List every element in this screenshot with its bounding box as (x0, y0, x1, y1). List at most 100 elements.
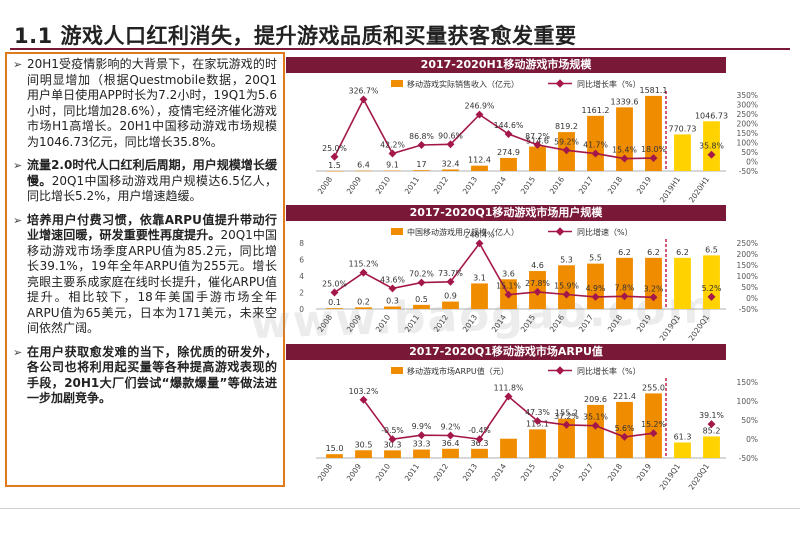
body-text: 20Q1中国移动游戏市场季度ARPU值为85.2元，同比增长39.1%，19年全… (27, 228, 277, 335)
growth-marker (446, 277, 455, 286)
chart-bar (471, 283, 488, 309)
right-axis-tick: 150% (737, 261, 758, 270)
chart-bar (587, 263, 604, 309)
chart-bar (616, 401, 633, 458)
chart-bar (355, 170, 372, 172)
chart-arpu: 移动游戏市场ARPU值（元） 同比增长率（%） -50% 0% 50% 100% 150% 1… (316, 366, 758, 492)
legend-label-bar: 中国移动游戏用户规模（亿人） (407, 227, 519, 237)
growth-label: 111.8% (494, 384, 524, 393)
chart-bar (587, 115, 604, 171)
right-axis-tick: 300% (737, 101, 758, 110)
x-tick-label: 2018 (606, 462, 624, 483)
growth-marker (475, 110, 484, 119)
growth-label: -0.5% (381, 426, 404, 435)
x-tick-label: 2013 (461, 462, 479, 483)
chart-market-size: 移动游戏实际销售收入（亿元） 同比增长率（%）-50%0%50%100%150%2… (316, 79, 758, 205)
growth-marker (417, 141, 426, 149)
bar-value-label: 0.3 (386, 297, 399, 306)
bar-value-label: 0.5 (415, 295, 428, 304)
bar-value-label: 209.6 (584, 395, 607, 404)
bar-value-label: 15.0 (326, 444, 344, 453)
bullet-arrow-icon: ➢ (13, 159, 23, 172)
growth-label: 35.8% (699, 142, 724, 151)
x-tick-label: 2010 (374, 313, 392, 334)
growth-label: 115.2% (349, 260, 379, 269)
bar-value-label: 32.4 (442, 159, 460, 168)
chart-bar (616, 107, 633, 171)
x-tick-label: 2020H1 (687, 175, 711, 205)
growth-line (334, 241, 654, 299)
bar-value-label: 274.9 (497, 148, 520, 157)
x-tick-label: 2010 (374, 462, 392, 483)
x-tick-label: 2015 (519, 462, 537, 483)
growth-marker (388, 435, 397, 444)
growth-label: 5.2% (702, 284, 722, 293)
legend-marker-line (555, 366, 565, 375)
x-tick-label: 2012 (432, 313, 450, 334)
summary-paragraph: ➢ 流量2.0时代人口红利后周期，用户规模增长缓慢。20Q1中国移动游戏用户规模达… (13, 158, 277, 205)
left-axis-tick: 8 (299, 239, 304, 248)
right-axis-tick: 150% (737, 378, 758, 387)
bar-value-label: 1046.73 (695, 111, 728, 120)
x-tick-label: 2019 (635, 462, 653, 483)
x-tick-label: 2017 (577, 462, 595, 483)
chart-bar (703, 436, 720, 458)
right-axis-tick: -50% (739, 454, 758, 463)
growth-label: 39.1% (699, 411, 724, 420)
growth-marker (417, 278, 426, 287)
bar-value-label: 1161.2 (582, 106, 610, 115)
chart-bar (529, 146, 546, 171)
chart-bar (471, 448, 488, 458)
chart-bar (471, 165, 488, 171)
summary-paragraph: ➢ 培养用户付费习惯，依靠ARPU值提升带动行业增速回暖，研发重要性再度提升。20… (13, 213, 277, 337)
x-tick-label: 2019Q1 (658, 462, 683, 492)
growth-label: 43.6% (380, 275, 405, 284)
chart-bar (703, 121, 720, 171)
bold-text: 流量2.0时代人口红利后周期，用户规模增长缓慢。 (27, 158, 277, 188)
x-tick-label: 2017 (577, 313, 595, 334)
legend-swatch-bar (391, 228, 403, 235)
right-axis-tick: 0% (746, 294, 758, 303)
growth-label: 15.4% (612, 146, 637, 155)
footer-divider (0, 508, 800, 509)
x-tick-label: 2013 (461, 175, 479, 196)
bar-value-label: 0.9 (444, 292, 457, 301)
chart-user-scale: 中国移动游戏用户规模（亿人） 同比增速（%） 0 2 4 6 8 -50% 0% 50% 100% 1… (299, 227, 758, 343)
x-tick-label: 2018 (606, 313, 624, 334)
x-tick-label: 2008 (316, 175, 334, 196)
chart-bar (442, 301, 459, 309)
x-tick-label: 2019 (635, 313, 653, 334)
legend-swatch-bar (391, 367, 403, 374)
bar-value-label: 6.4 (357, 161, 370, 170)
growth-label: 246.9% (465, 102, 495, 111)
summary-paragraph: ➢ 20H1受疫情影响的大背景下，在家玩游戏的时间明显增加（根据Questmobi… (13, 57, 277, 150)
growth-marker (417, 431, 426, 440)
chart-bar (674, 442, 691, 458)
right-axis-tick: 250% (737, 239, 758, 248)
x-tick-label: 2014 (490, 462, 508, 483)
growth-marker (330, 288, 339, 297)
x-tick-label: 2009 (345, 313, 363, 334)
chart-bar (326, 454, 343, 458)
x-tick-label: 2008 (316, 462, 334, 483)
bullet-arrow-icon: ➢ (13, 58, 23, 71)
bar-value-label: 6.2 (676, 248, 689, 257)
bar-value-label: 5.5 (589, 254, 602, 263)
growth-marker (388, 284, 397, 293)
bar-value-label: 221.4 (613, 392, 636, 401)
right-axis-tick: 350% (737, 91, 758, 100)
right-axis-tick: 100% (737, 272, 758, 281)
bar-value-label: 17 (416, 160, 426, 169)
chart-bar (442, 169, 459, 171)
growth-line (362, 395, 654, 441)
legend-marker-line (555, 79, 565, 88)
bar-value-label: 0.2 (357, 297, 370, 306)
chart-bar (645, 393, 662, 458)
growth-marker (504, 290, 513, 299)
bar-value-label: 4.6 (531, 261, 544, 270)
chart-bar (384, 450, 401, 458)
growth-label: 47.3% (525, 408, 550, 417)
x-tick-label: 2016 (548, 313, 566, 334)
bar-value-label: 819.2 (555, 122, 578, 131)
chart-bar (442, 448, 459, 458)
